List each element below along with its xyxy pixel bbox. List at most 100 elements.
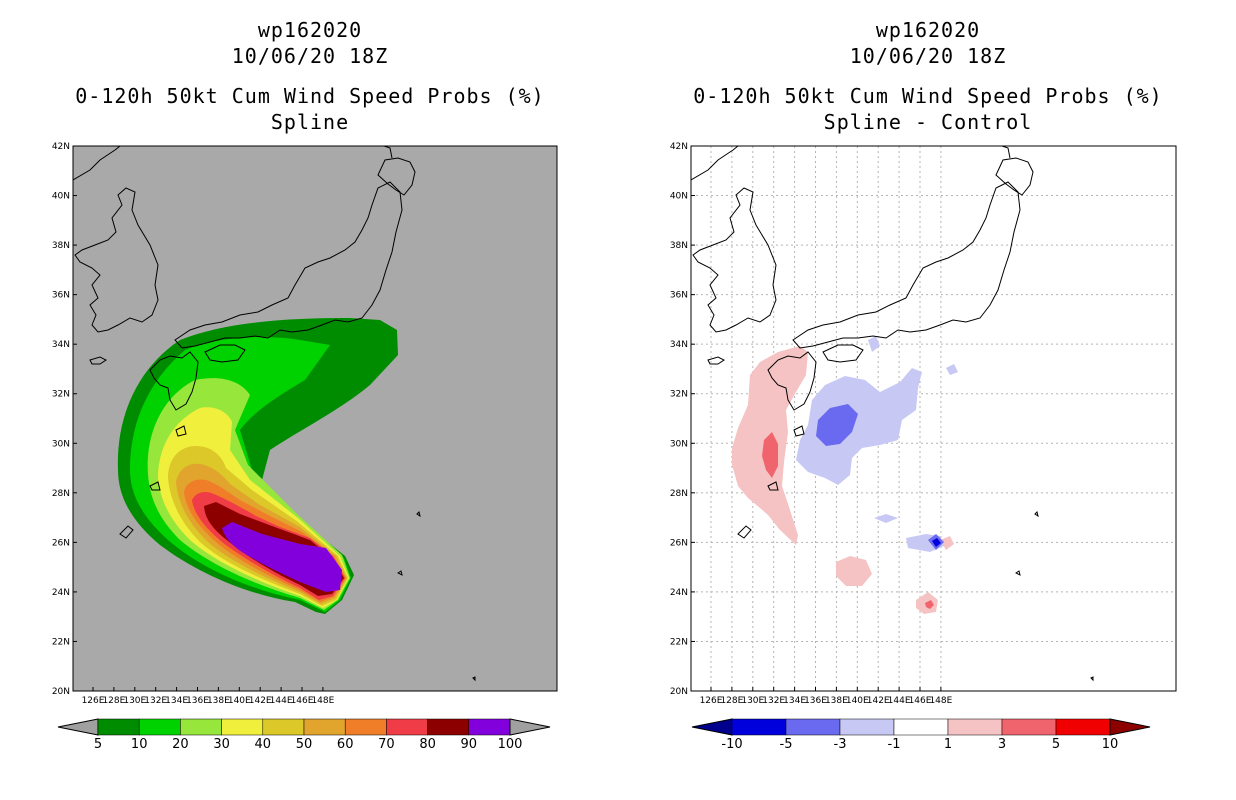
lat-label: 24N xyxy=(670,588,688,598)
left-colorbar: 5 10 20 30 40 50 60 70 80 90 100 xyxy=(57,718,551,752)
lon-label: 138E xyxy=(207,696,230,706)
left-colorbar-label: 30 xyxy=(213,737,230,752)
right-colorbar-swatch xyxy=(947,718,1003,736)
lat-label: 20N xyxy=(52,687,70,697)
right-product: 0-120h 50kt Cum Wind Speed Probs (%) xyxy=(693,84,1163,108)
right-colorbar-label: 1 xyxy=(944,737,952,752)
lon-label: 146E xyxy=(909,696,932,706)
lat-label: 30N xyxy=(52,439,70,449)
lon-label: 148E xyxy=(311,696,334,706)
diff-contour-neg-1d xyxy=(868,336,880,352)
lat-label: 38N xyxy=(52,241,70,251)
left-colorbar-label: 80 xyxy=(419,737,436,752)
lat-label: 28N xyxy=(670,489,688,499)
lat-label: 24N xyxy=(52,588,70,598)
right-subtitle: Spline - Control xyxy=(823,110,1033,134)
left-colorbar-swatch xyxy=(303,718,346,736)
left-colorbar-swatch xyxy=(386,718,428,736)
lon-label: 146E xyxy=(291,696,314,706)
right-storm-id: wp162020 xyxy=(875,18,981,42)
right-title: wp162020 10/06/20 18Z 0-120h 50kt Cum Wi… xyxy=(678,17,1178,135)
lon-label: 142E xyxy=(249,696,272,706)
left-colorbar-label: 70 xyxy=(378,737,395,752)
diff-contour-neg-3 xyxy=(816,404,858,446)
left-colorbar-swatch xyxy=(427,718,470,736)
lat-label: 22N xyxy=(52,637,70,647)
lat-label: 42N xyxy=(52,142,70,152)
lon-label: 130E xyxy=(741,696,764,706)
left-storm-id: wp162020 xyxy=(257,18,363,42)
lon-label: 138E xyxy=(825,696,848,706)
diff-contour-pos-3 xyxy=(762,432,778,478)
right-colorbar-label: -10 xyxy=(721,737,742,752)
left-colorbar-swatch xyxy=(97,718,140,736)
left-subtitle: Spline xyxy=(270,110,350,134)
right-colorbar-swatch xyxy=(893,718,949,736)
right-colorbar-label: 5 xyxy=(1052,737,1060,752)
left-map: 42N 40N 38N 36N 34N 32N 30N 28N 26N 24N 22N 20N 126E… xyxy=(52,142,558,706)
right-colorbar-label: 10 xyxy=(1102,737,1119,752)
right-map: 42N 40N 38N 36N 34N 32N 30N 28N 26N 24N 22N 20N 126E… xyxy=(670,142,1177,706)
diff-contour-neg-10 xyxy=(932,538,941,547)
lat-label: 28N xyxy=(52,489,70,499)
left-colorbar-label: 50 xyxy=(296,737,313,752)
lon-label: 136E xyxy=(186,696,209,706)
left-axis-ticks: 42N 40N 38N 36N 34N 32N 30N 28N 26N 24N 22N 20N 126E… xyxy=(52,142,335,706)
lat-label: 34N xyxy=(52,340,70,350)
lon-label: 132E xyxy=(762,696,785,706)
lat-label: 40N xyxy=(670,192,688,202)
right-colorbar-label: -5 xyxy=(780,737,793,752)
left-datetime: 10/06/20 18Z xyxy=(231,44,389,68)
left-colorbar-swatch xyxy=(262,718,305,736)
left-colorbar-label: 5 xyxy=(94,737,102,752)
lon-label: 148E xyxy=(929,696,952,706)
lat-label: 22N xyxy=(670,637,688,647)
right-colorbar-swatch xyxy=(1001,718,1057,736)
diff-contour-neg-1 xyxy=(796,368,922,485)
lat-label: 40N xyxy=(52,192,70,202)
left-product: 0-120h 50kt Cum Wind Speed Probs (%) xyxy=(75,84,545,108)
left-colorbar-label: 20 xyxy=(172,737,189,752)
right-colorbar-arrow-high xyxy=(1109,718,1151,736)
lon-label: 130E xyxy=(123,696,146,706)
left-colorbar-swatch xyxy=(344,718,387,736)
right-colorbar-arrow-low xyxy=(691,718,733,736)
lat-label: 32N xyxy=(670,390,688,400)
right-colorbar: -10 -5 -3 -1 1 3 5 10 xyxy=(691,718,1151,752)
left-colorbar-arrow-low xyxy=(57,718,99,736)
prob-contour-90 xyxy=(222,522,342,592)
left-title: wp162020 10/06/20 18Z 0-120h 50kt Cum Wi… xyxy=(60,17,560,135)
right-gridlines xyxy=(691,146,1176,691)
lon-label: 134E xyxy=(783,696,806,706)
diff-contour-neg-1b xyxy=(874,514,898,523)
left-colorbar-swatch xyxy=(468,718,511,736)
diff-contour-pos-1d xyxy=(940,536,954,550)
lon-label: 132E xyxy=(144,696,167,706)
right-colorbar-swatch xyxy=(839,718,895,736)
left-colorbar-label: 100 xyxy=(498,737,523,752)
lat-label: 26N xyxy=(52,538,70,548)
right-axis-ticks: 42N 40N 38N 36N 34N 32N 30N 28N 26N 24N 22N 20N 126E… xyxy=(670,142,953,706)
lon-label: 126E xyxy=(700,696,723,706)
left-colorbar-label: 40 xyxy=(255,737,272,752)
right-colorbar-label: -1 xyxy=(888,737,901,752)
lat-label: 38N xyxy=(670,241,688,251)
lon-label: 128E xyxy=(720,696,743,706)
lat-label: 34N xyxy=(670,340,688,350)
left-colorbar-label: 90 xyxy=(461,737,478,752)
lat-label: 36N xyxy=(670,291,688,301)
right-colorbar-swatch xyxy=(731,718,787,736)
lon-label: 128E xyxy=(102,696,125,706)
left-colorbar-swatch xyxy=(221,718,264,736)
lat-label: 20N xyxy=(670,687,688,697)
left-colorbar-swatch xyxy=(180,718,222,736)
left-colorbar-arrow-high xyxy=(509,718,551,736)
lon-label: 134E xyxy=(165,696,188,706)
left-colorbar-swatch xyxy=(138,718,181,736)
left-colorbar-label: 10 xyxy=(131,737,148,752)
diff-contour-pos-3b xyxy=(925,600,934,609)
left-colorbar-label: 60 xyxy=(337,737,354,752)
right-colorbar-swatch xyxy=(1055,718,1111,736)
right-colorbar-label: 3 xyxy=(998,737,1006,752)
